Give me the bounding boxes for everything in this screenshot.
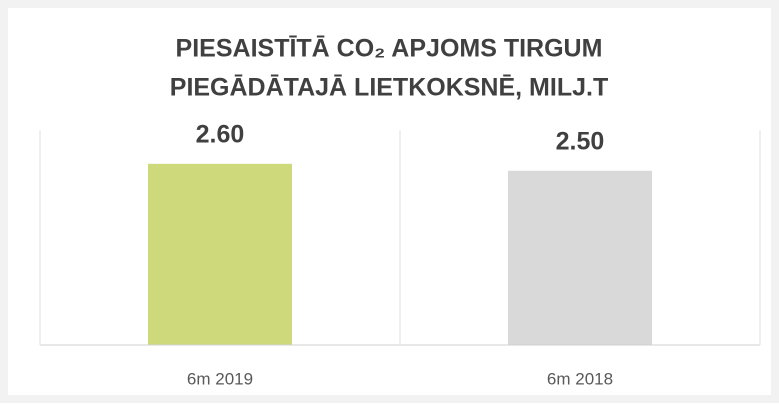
chart-title: PIEGĀDĀTAJĀ LIETKOKSNĒ, MILJ.T [170,74,608,102]
panel [8,8,771,395]
x-tick-label: 6m 2018 [547,369,613,388]
bar [148,163,292,345]
value-label: 2.60 [196,120,245,148]
value-label: 2.50 [556,127,605,155]
bar [508,170,652,345]
chart-title: PIESAISTĪTĀ CO₂ APJOMS TIRGUM [176,35,603,63]
x-tick-label: 6m 2019 [187,369,253,388]
